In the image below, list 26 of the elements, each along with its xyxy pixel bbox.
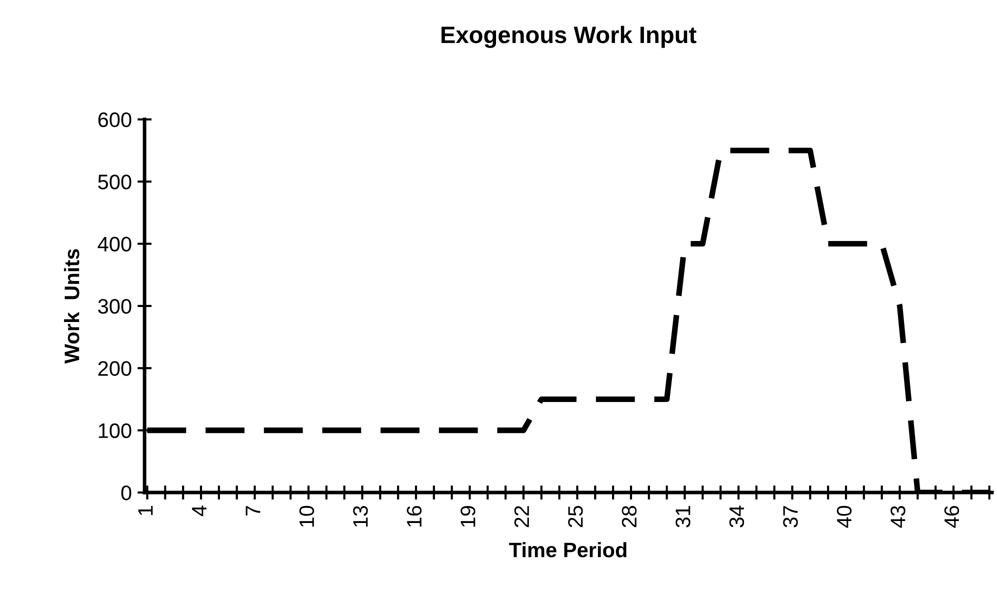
y-tick-label: 500: [98, 174, 132, 190]
x-tick-label: 25: [568, 506, 583, 528]
x-tick-label: 4: [192, 506, 206, 516]
x-tick-label: 37: [783, 506, 798, 528]
x-axis-title: Time Period: [509, 542, 626, 558]
y-tick-label: 200: [98, 361, 132, 376]
x-tick-label: 31: [676, 506, 690, 528]
y-tick-label: 0: [121, 486, 132, 500]
x-tick-label: 28: [622, 506, 637, 528]
x-tick-label: 13: [353, 506, 368, 527]
y-tick-label: 100: [98, 423, 132, 438]
x-tick-label: 43: [890, 506, 906, 528]
x-tick-label: 10: [299, 506, 314, 527]
x-tick-label: 7: [246, 506, 260, 516]
y-axis-title: Work Units: [64, 249, 80, 364]
y-tick-label: 300: [98, 298, 132, 314]
y-tick-label: 400: [98, 236, 132, 252]
y-tick-label: 600: [98, 112, 132, 128]
chart-title: Exogenous Work Input: [442, 26, 696, 48]
x-tick-label: 40: [836, 506, 852, 528]
x-tick-label: 19: [460, 506, 476, 527]
x-tick-label: 1: [138, 506, 153, 516]
x-tick-label: 22: [514, 506, 529, 528]
x-tick-label: 46: [944, 506, 960, 528]
x-tick-label: 34: [729, 506, 744, 528]
x-tick-label: 16: [406, 506, 422, 527]
